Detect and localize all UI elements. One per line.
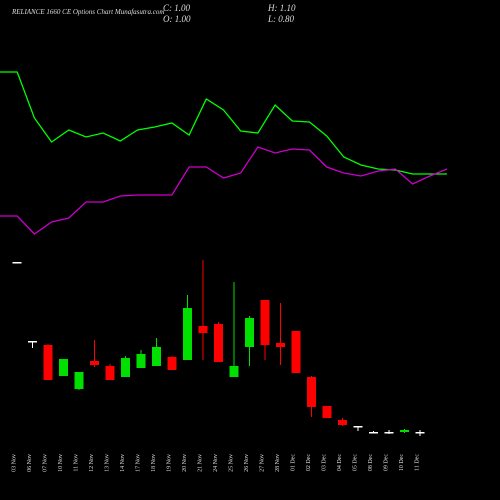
- x-tick-label: 17 Nov: [135, 454, 141, 472]
- x-tick-label: 02 Dec: [306, 454, 312, 471]
- candle-body: [121, 358, 130, 377]
- x-tick-label: 14 Nov: [120, 454, 126, 472]
- candle-body: [183, 308, 192, 360]
- candle-body: [384, 432, 394, 434]
- candle-body: [105, 366, 115, 380]
- x-tick-label: 28 Nov: [275, 454, 281, 472]
- x-tick-label: 19 Nov: [166, 454, 172, 472]
- x-tick-label: 06 Nov: [27, 454, 33, 472]
- candle-body: [28, 341, 37, 343]
- candle-body: [229, 366, 239, 377]
- x-tick-label: 24 Nov: [213, 454, 219, 472]
- candle-body: [167, 357, 177, 370]
- x-tick-label: 18 Nov: [151, 454, 157, 472]
- candle-body: [291, 331, 301, 373]
- candle-body: [415, 432, 425, 434]
- x-tick-label: 03 Dec: [321, 454, 327, 471]
- candle-body: [369, 432, 378, 434]
- candle-body: [322, 406, 332, 418]
- x-tick-label: 01 Dec: [290, 454, 296, 471]
- x-tick-label: 05 Dec: [352, 454, 358, 471]
- x-tick-label: 10 Dec: [399, 454, 405, 471]
- candle-body: [353, 426, 363, 428]
- candle-body: [43, 345, 53, 380]
- chart-title: RELIANCE 1660 CE Options Chart Munafasut…: [11, 8, 164, 16]
- ohlc-label: O: 1.00: [163, 14, 191, 24]
- x-tick-label: 03 Nov: [11, 454, 17, 472]
- x-tick-label: 21 Nov: [197, 454, 203, 472]
- x-tick-label: 11 Nov: [73, 454, 79, 472]
- x-tick-label: 08 Dec: [368, 454, 374, 471]
- candle-body: [198, 326, 208, 333]
- ohlc-label: C: 1.00: [163, 3, 191, 13]
- x-tick-label: 11 Dec: [414, 454, 420, 471]
- x-tick-label: 27 Nov: [259, 454, 265, 472]
- candle-body: [307, 377, 316, 407]
- candle-body: [90, 361, 99, 365]
- indicator-line: [0, 71, 447, 175]
- candle-body: [276, 343, 285, 347]
- x-tick-label: 20 Nov: [182, 454, 188, 472]
- candle-body: [74, 372, 84, 389]
- candle-body: [152, 347, 161, 366]
- candle-body: [338, 420, 347, 425]
- x-tick-label: 10 Nov: [58, 454, 64, 472]
- x-tick-label: 26 Nov: [244, 454, 250, 472]
- candle-body: [136, 354, 146, 368]
- x-tick-label: 09 Dec: [383, 454, 389, 471]
- candle-body: [214, 324, 223, 362]
- x-tick-label: 25 Nov: [228, 454, 234, 472]
- candle-body: [400, 430, 409, 432]
- candle-body: [245, 318, 254, 347]
- candle-body: [260, 300, 270, 345]
- x-tick-label: 12 Nov: [89, 454, 95, 472]
- ohlc-label: L: 0.80: [267, 14, 295, 24]
- ohlc-label: H: 1.10: [267, 3, 296, 13]
- x-tick-label: 07 Nov: [42, 454, 48, 472]
- candle-body: [12, 262, 22, 264]
- x-tick-label: 13 Nov: [104, 454, 110, 472]
- x-tick-label: 04 Dec: [337, 454, 343, 471]
- indicator-line: [0, 146, 448, 235]
- candle-body: [59, 359, 68, 376]
